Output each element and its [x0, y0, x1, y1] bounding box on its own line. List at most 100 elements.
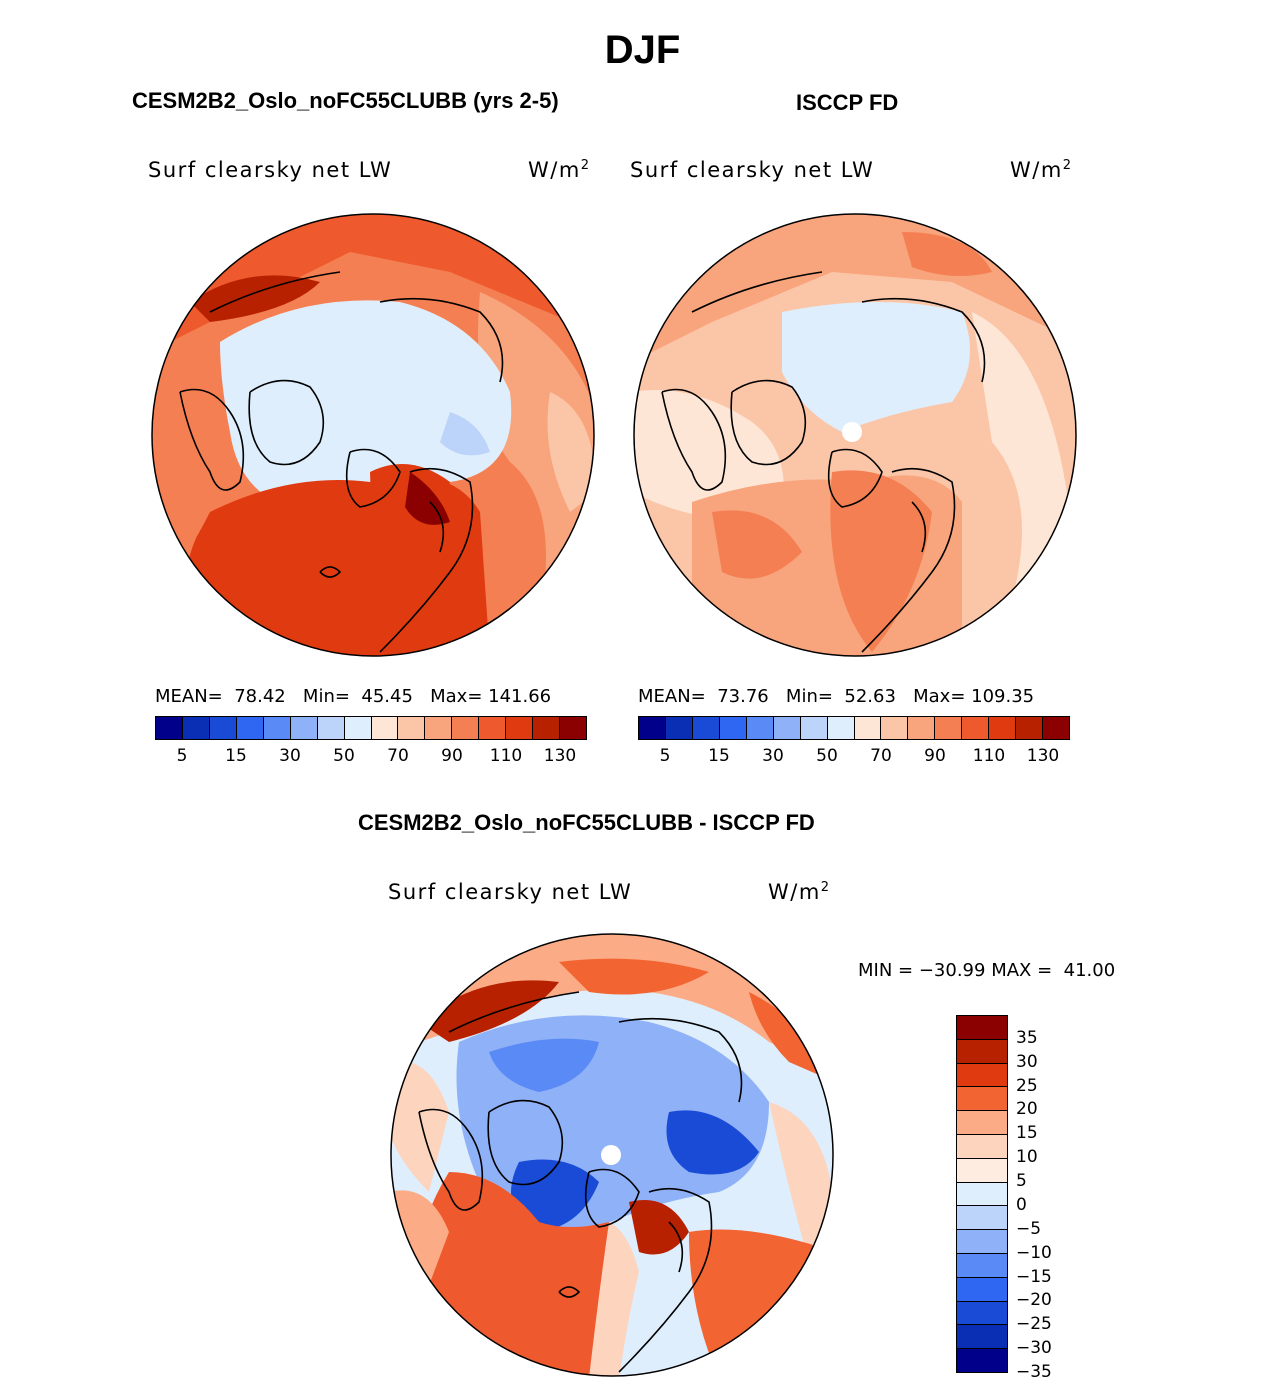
diff-minmax: MIN = −30.99 MAX = 41.00 — [858, 960, 1116, 981]
obs-colorbar-swatch — [989, 717, 1017, 739]
diff-polar-map — [390, 933, 834, 1377]
model-colorbar-swatch — [425, 717, 453, 739]
model-colorbar-tick-label: 50 — [333, 746, 355, 766]
model-colorbar-swatch — [156, 717, 183, 739]
model-colorbar-tick-label: 30 — [279, 746, 301, 766]
page-title: DJF — [604, 28, 681, 72]
diff-colorbar-swatch — [957, 1039, 1007, 1064]
model-colorbar-swatch — [344, 717, 372, 739]
model-colorbar-labels: 5 15 30 50 70 90 110 130 — [155, 746, 587, 768]
diff-panel-title: CESM2B2_Oslo_noFC55CLUBB - ISCCP FD — [358, 810, 815, 835]
diff-colorbar-tick-label: 35 — [1016, 1027, 1038, 1048]
diff-colorbar-swatch — [957, 1301, 1007, 1326]
diff-colorbar-swatch — [957, 1111, 1007, 1135]
obs-units-label: W/m2 — [1010, 158, 1073, 182]
obs-stats: MEAN= 73.76 Min= 52.63 Max= 109.35 — [638, 686, 1035, 707]
diff-colorbar-tick-label: −25 — [1016, 1314, 1052, 1335]
diff-colorbar-tick-label: −20 — [1016, 1290, 1052, 1311]
diff-colorbar-tick-label: 30 — [1016, 1051, 1038, 1072]
diff-colorbar-swatch — [957, 1087, 1007, 1112]
obs-colorbar-tick-label: 110 — [972, 746, 1006, 766]
obs-variable-label: Surf clearsky net LW — [630, 158, 875, 182]
model-colorbar-swatch — [452, 717, 480, 739]
obs-colorbar-swatch — [773, 717, 801, 739]
model-stats: MEAN= 78.42 Min= 45.45 Max= 141.66 — [155, 686, 552, 707]
diff-colorbar-swatch — [957, 1063, 1007, 1088]
model-units-label: W/m2 — [528, 158, 591, 182]
model-colorbar — [155, 716, 587, 740]
diff-colorbar-swatch — [957, 1016, 1007, 1040]
model-colorbar-swatch — [506, 717, 534, 739]
diff-colorbar-swatch — [957, 1158, 1007, 1183]
obs-colorbar-swatch — [1043, 717, 1069, 739]
model-colorbar-swatch — [398, 717, 426, 739]
diff-colorbar-tick-label: −35 — [1016, 1362, 1052, 1382]
diff-units-label: W/m2 — [768, 880, 831, 904]
diff-colorbar-swatch — [957, 1349, 1007, 1372]
obs-colorbar-swatch — [692, 717, 720, 739]
diff-colorbar-tick-label: 10 — [1016, 1147, 1038, 1168]
model-colorbar-swatch — [560, 717, 586, 739]
model-colorbar-swatch — [182, 717, 210, 739]
model-polar-map — [151, 213, 595, 657]
model-colorbar-swatch — [479, 717, 507, 739]
diff-colorbar — [956, 1015, 1008, 1373]
diff-colorbar-swatch — [957, 1325, 1007, 1350]
obs-colorbar-swatch — [719, 717, 747, 739]
diff-colorbar-tick-label: 25 — [1016, 1075, 1038, 1096]
obs-colorbar-swatch — [908, 717, 936, 739]
diff-colorbar-tick-label: −30 — [1016, 1338, 1052, 1359]
diff-colorbar-tick-label: −10 — [1016, 1242, 1052, 1263]
model-variable-label: Surf clearsky net LW — [148, 158, 393, 182]
diff-variable-label: Surf clearsky net LW — [388, 880, 633, 904]
obs-colorbar — [638, 716, 1070, 740]
obs-colorbar-tick-label: 30 — [762, 746, 784, 766]
obs-polar-map — [633, 213, 1077, 657]
diff-colorbar-swatch — [957, 1230, 1007, 1254]
diff-colorbar-tick-label: −5 — [1016, 1218, 1042, 1239]
obs-colorbar-swatch — [800, 717, 828, 739]
diff-colorbar-swatch — [957, 1277, 1007, 1302]
diff-colorbar-tick-label: 5 — [1016, 1171, 1027, 1192]
model-colorbar-swatch — [317, 717, 345, 739]
obs-colorbar-tick-label: 90 — [924, 746, 946, 766]
obs-colorbar-swatch — [854, 717, 882, 739]
model-panel-title: CESM2B2_Oslo_noFC55CLUBB (yrs 2-5) — [132, 88, 559, 113]
obs-colorbar-swatch — [746, 717, 774, 739]
diff-colorbar-swatch — [957, 1134, 1007, 1159]
diff-colorbar-swatch — [957, 1182, 1007, 1207]
diff-colorbar-swatch — [957, 1206, 1007, 1231]
obs-colorbar-tick-label: 5 — [659, 746, 671, 766]
obs-colorbar-tick-label: 15 — [708, 746, 730, 766]
model-colorbar-swatch — [263, 717, 291, 739]
obs-colorbar-tick-label: 50 — [816, 746, 838, 766]
obs-colorbar-swatch — [935, 717, 963, 739]
model-colorbar-tick-label: 90 — [441, 746, 463, 766]
diff-colorbar-tick-label: 0 — [1016, 1194, 1027, 1215]
model-colorbar-swatch — [533, 717, 561, 739]
diff-colorbar-labels: 35 30 25 20 15 10 5 0 −5 −10 −15 −20 −25 −30 −35 — [1016, 1015, 1096, 1382]
obs-colorbar-swatch — [639, 717, 666, 739]
obs-colorbar-swatch — [1016, 717, 1044, 739]
obs-colorbar-swatch — [665, 717, 693, 739]
obs-colorbar-tick-label: 70 — [870, 746, 892, 766]
model-colorbar-tick-label: 70 — [387, 746, 409, 766]
diff-colorbar-tick-label: −15 — [1016, 1266, 1052, 1287]
model-colorbar-swatch — [290, 717, 318, 739]
model-colorbar-tick-label: 130 — [543, 746, 577, 766]
diff-colorbar-swatch — [957, 1253, 1007, 1278]
diff-colorbar-tick-label: 20 — [1016, 1099, 1038, 1120]
obs-colorbar-swatch — [881, 717, 909, 739]
model-colorbar-tick-label: 15 — [225, 746, 247, 766]
model-colorbar-tick-label: 110 — [489, 746, 523, 766]
obs-colorbar-swatch — [962, 717, 990, 739]
model-colorbar-swatch — [236, 717, 264, 739]
obs-colorbar-labels: 5 15 30 50 70 90 110 130 — [638, 746, 1070, 768]
model-colorbar-tick-label: 5 — [176, 746, 188, 766]
model-colorbar-swatch — [371, 717, 399, 739]
obs-colorbar-swatch — [827, 717, 855, 739]
obs-colorbar-tick-label: 130 — [1026, 746, 1060, 766]
diff-colorbar-tick-label: 15 — [1016, 1123, 1038, 1144]
model-colorbar-swatch — [209, 717, 237, 739]
obs-panel-title: ISCCP FD — [796, 90, 899, 115]
